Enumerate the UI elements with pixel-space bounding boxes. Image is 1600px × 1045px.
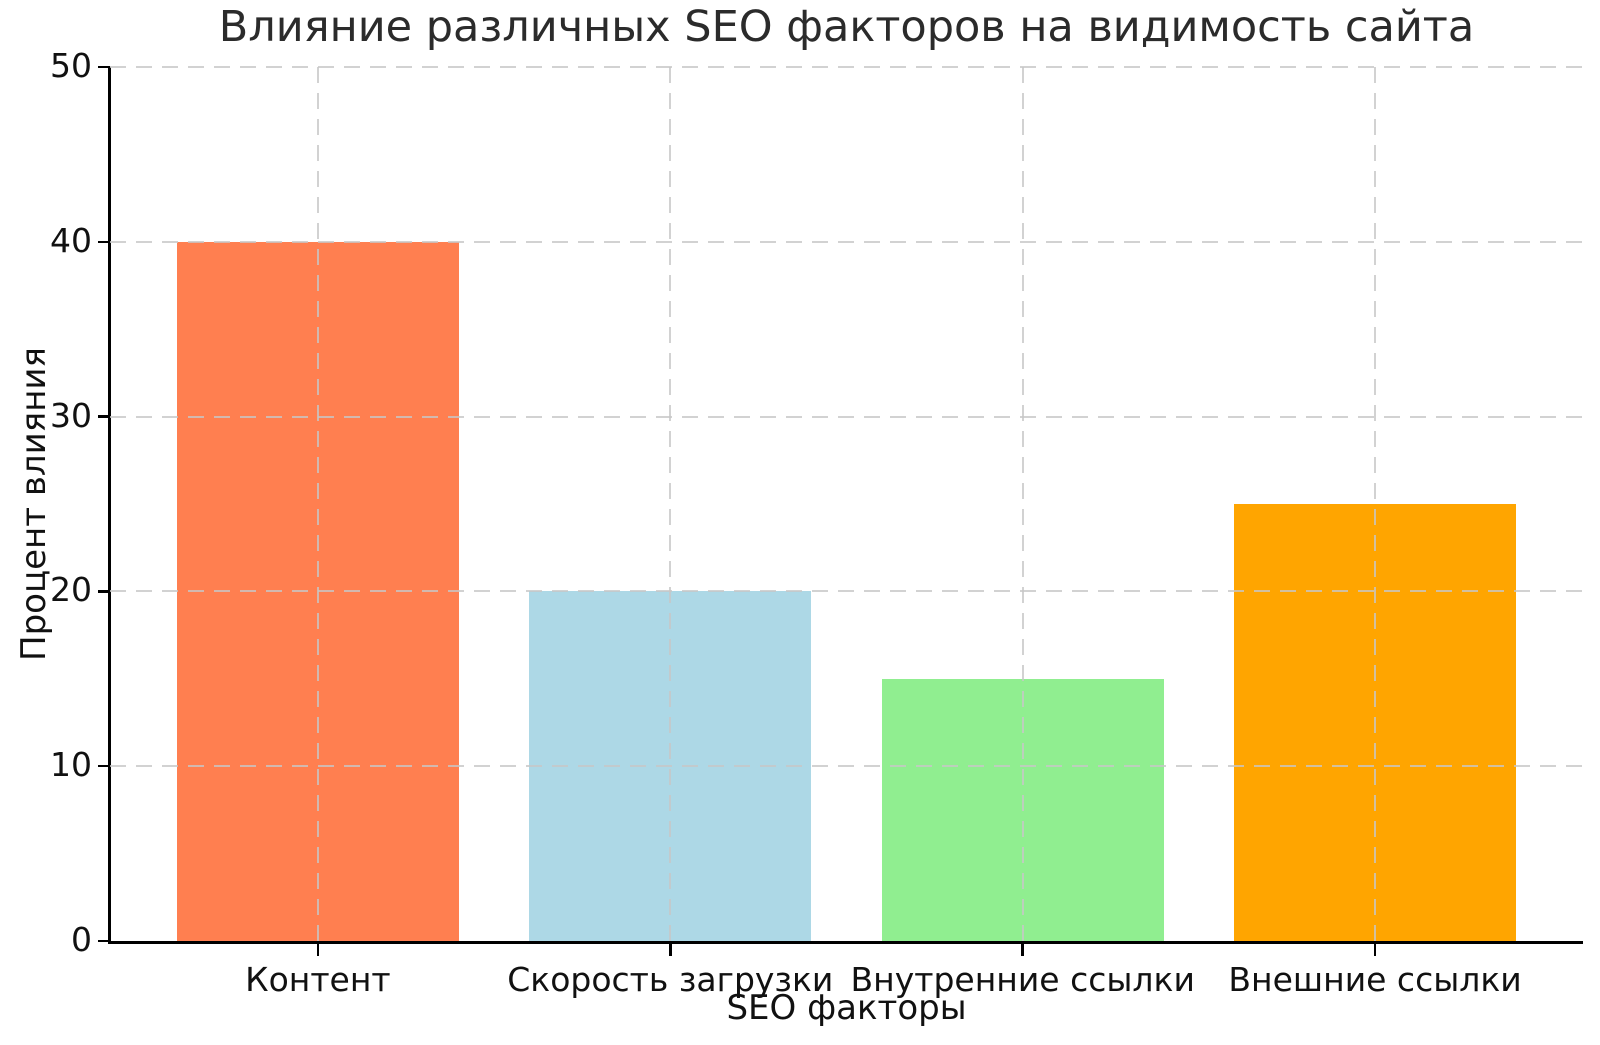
gridline-x-2 [1021,67,1024,941]
y-tick-40 [98,240,110,244]
x-tick-label-3: Внешние ссылки [1228,960,1522,999]
y-tick-label-20: 20 [50,570,92,610]
y-axis-spine [108,67,111,943]
x-tick-0 [316,943,320,956]
y-tick-label-10: 10 [50,745,92,785]
y-tick-30 [98,415,110,418]
gridline-y-30 [110,415,1583,418]
y-tick-label-0: 0 [71,920,92,960]
y-tick-label-30: 30 [50,395,92,435]
x-axis-label: SEO факторы [726,988,967,1028]
gridline-x-0 [316,67,319,941]
gridline-x-1 [669,67,672,941]
x-axis-spine [108,941,1583,944]
plot-area [110,66,1583,941]
chart-title: Влияние различных SEO факторов на видимо… [218,2,1475,52]
y-tick-20 [98,590,110,593]
y-tick-label-50: 50 [50,46,92,86]
x-tick-label-2: Внутренние ссылки [850,960,1195,999]
y-tick-50 [98,65,110,69]
y-tick-label-40: 40 [50,220,92,260]
y-tick-10 [98,764,110,768]
y-tick-0 [98,939,110,943]
gridline-y-10 [110,765,1583,768]
x-tick-3 [1373,943,1377,956]
gridline-x-3 [1374,67,1377,941]
gridline-y-20 [110,590,1583,593]
x-tick-2 [1021,943,1024,956]
x-tick-1 [669,943,672,956]
y-axis-label: Процент влияния [14,347,54,661]
x-tick-label-1: Скорость загрузки [507,960,834,999]
x-tick-label-0: Контент [245,960,391,999]
gridline-y-40 [110,240,1583,243]
gridline-y-50 [110,66,1583,68]
